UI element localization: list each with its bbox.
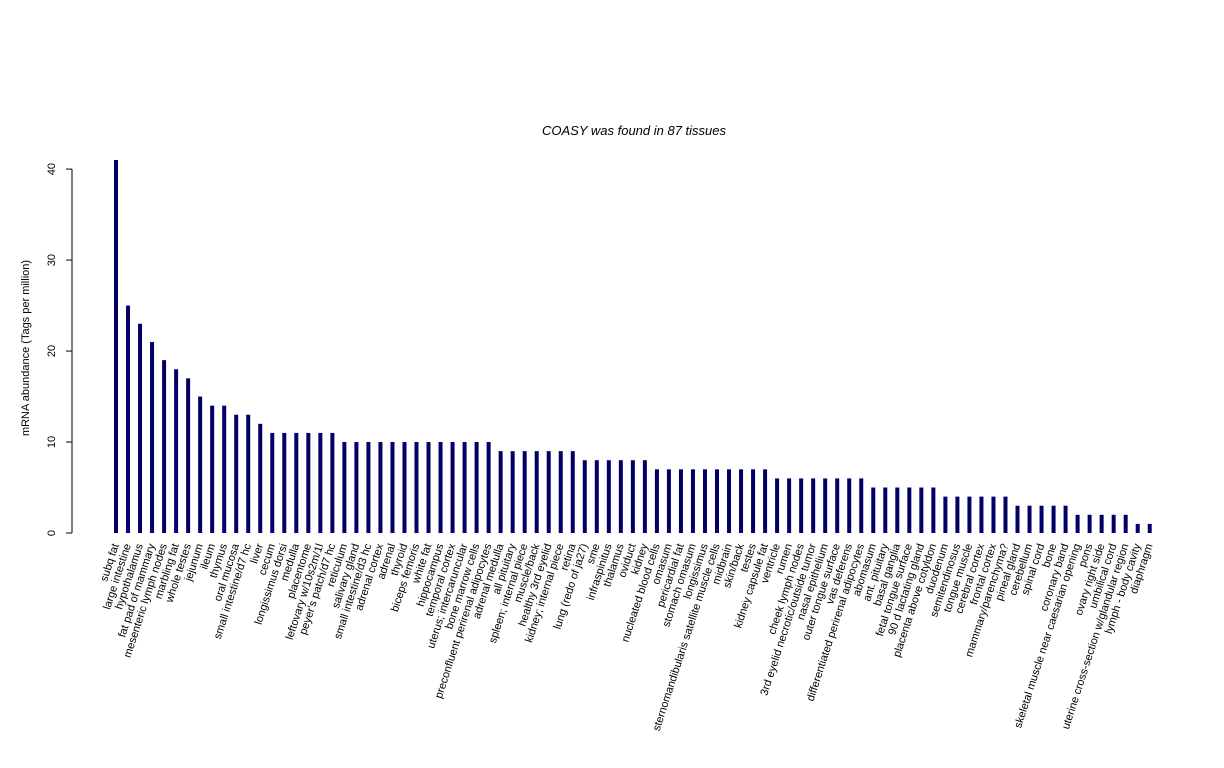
bar: [775, 478, 780, 533]
bar: [546, 451, 551, 533]
bar: [342, 442, 347, 533]
bar: [642, 460, 647, 533]
bar: [258, 423, 263, 533]
bar: [450, 442, 455, 533]
bar: [811, 478, 816, 533]
bar: [366, 442, 371, 533]
bar: [570, 451, 575, 533]
bar: [354, 442, 359, 533]
bar: [1027, 505, 1032, 533]
bar: [402, 442, 407, 533]
bar: [979, 496, 984, 533]
bar: [799, 478, 804, 533]
y-tick-label: 10: [46, 436, 58, 448]
bar: [943, 496, 948, 533]
bar: [330, 432, 335, 533]
bar: [114, 160, 118, 533]
bar: [198, 396, 203, 533]
bar: [955, 496, 960, 533]
y-tick-label: 0: [46, 530, 58, 536]
bar: [1063, 505, 1068, 533]
bar: [1051, 505, 1056, 533]
bar: [558, 451, 563, 533]
bar: [1135, 523, 1140, 533]
bar: [919, 487, 924, 533]
bar: [787, 478, 792, 533]
bar: [234, 414, 239, 533]
bar: [1039, 505, 1044, 533]
bar: [967, 496, 972, 533]
bar: [751, 469, 756, 533]
bar: [678, 469, 683, 533]
bar: [162, 360, 167, 533]
bar: [931, 487, 936, 533]
bar: [991, 496, 996, 533]
bar: [594, 460, 599, 533]
bar: [426, 442, 431, 533]
bar: [1015, 505, 1020, 533]
bar: [246, 414, 251, 533]
bar: [378, 442, 383, 533]
bar: [150, 341, 155, 533]
bar: [534, 451, 539, 533]
bar: [883, 487, 888, 533]
bar: [847, 478, 852, 533]
bar: [1003, 496, 1008, 533]
bar: [630, 460, 635, 533]
bar: [1075, 514, 1080, 533]
bar: [739, 469, 744, 533]
bar: [390, 442, 395, 533]
bar: [1087, 514, 1092, 533]
bar: [895, 487, 900, 533]
bar: [702, 469, 707, 533]
bar: [438, 442, 443, 533]
bar: [859, 478, 864, 533]
bar: [174, 369, 179, 533]
bar: [654, 469, 659, 533]
bar: [1147, 523, 1152, 533]
bar: [690, 469, 695, 533]
bar: [666, 469, 671, 533]
bar: [522, 451, 527, 533]
bar: [294, 432, 299, 533]
bar: [462, 442, 467, 533]
bar: [318, 432, 323, 533]
y-tick-label: 20: [46, 345, 58, 357]
bar: [907, 487, 912, 533]
y-axis-label: mRNA abundance (Tags per million): [20, 260, 32, 436]
bar: [270, 432, 275, 533]
bar: [510, 451, 515, 533]
bar: [222, 405, 227, 533]
bar: [835, 478, 840, 533]
bar: [306, 432, 311, 533]
bar: [498, 451, 503, 533]
bar: [823, 478, 828, 533]
bar: [582, 460, 587, 533]
y-tick-label: 40: [46, 163, 58, 175]
y-tick-label: 30: [46, 254, 58, 266]
bar: [210, 405, 215, 533]
bar: [186, 378, 191, 533]
bar: [486, 442, 491, 533]
bar: [763, 469, 768, 533]
bar: [1111, 514, 1116, 533]
bar: [1099, 514, 1104, 533]
bar: [727, 469, 732, 533]
bar: [138, 323, 143, 533]
chart-title: COASY was found in 87 tissues: [542, 123, 727, 138]
bar: [606, 460, 611, 533]
bar: [414, 442, 419, 533]
bar: [715, 469, 719, 533]
bar: [282, 432, 287, 533]
bar: [1123, 514, 1128, 533]
bar: [871, 487, 876, 533]
bar: [474, 442, 479, 533]
bar: [618, 460, 623, 533]
bar: [126, 305, 131, 533]
